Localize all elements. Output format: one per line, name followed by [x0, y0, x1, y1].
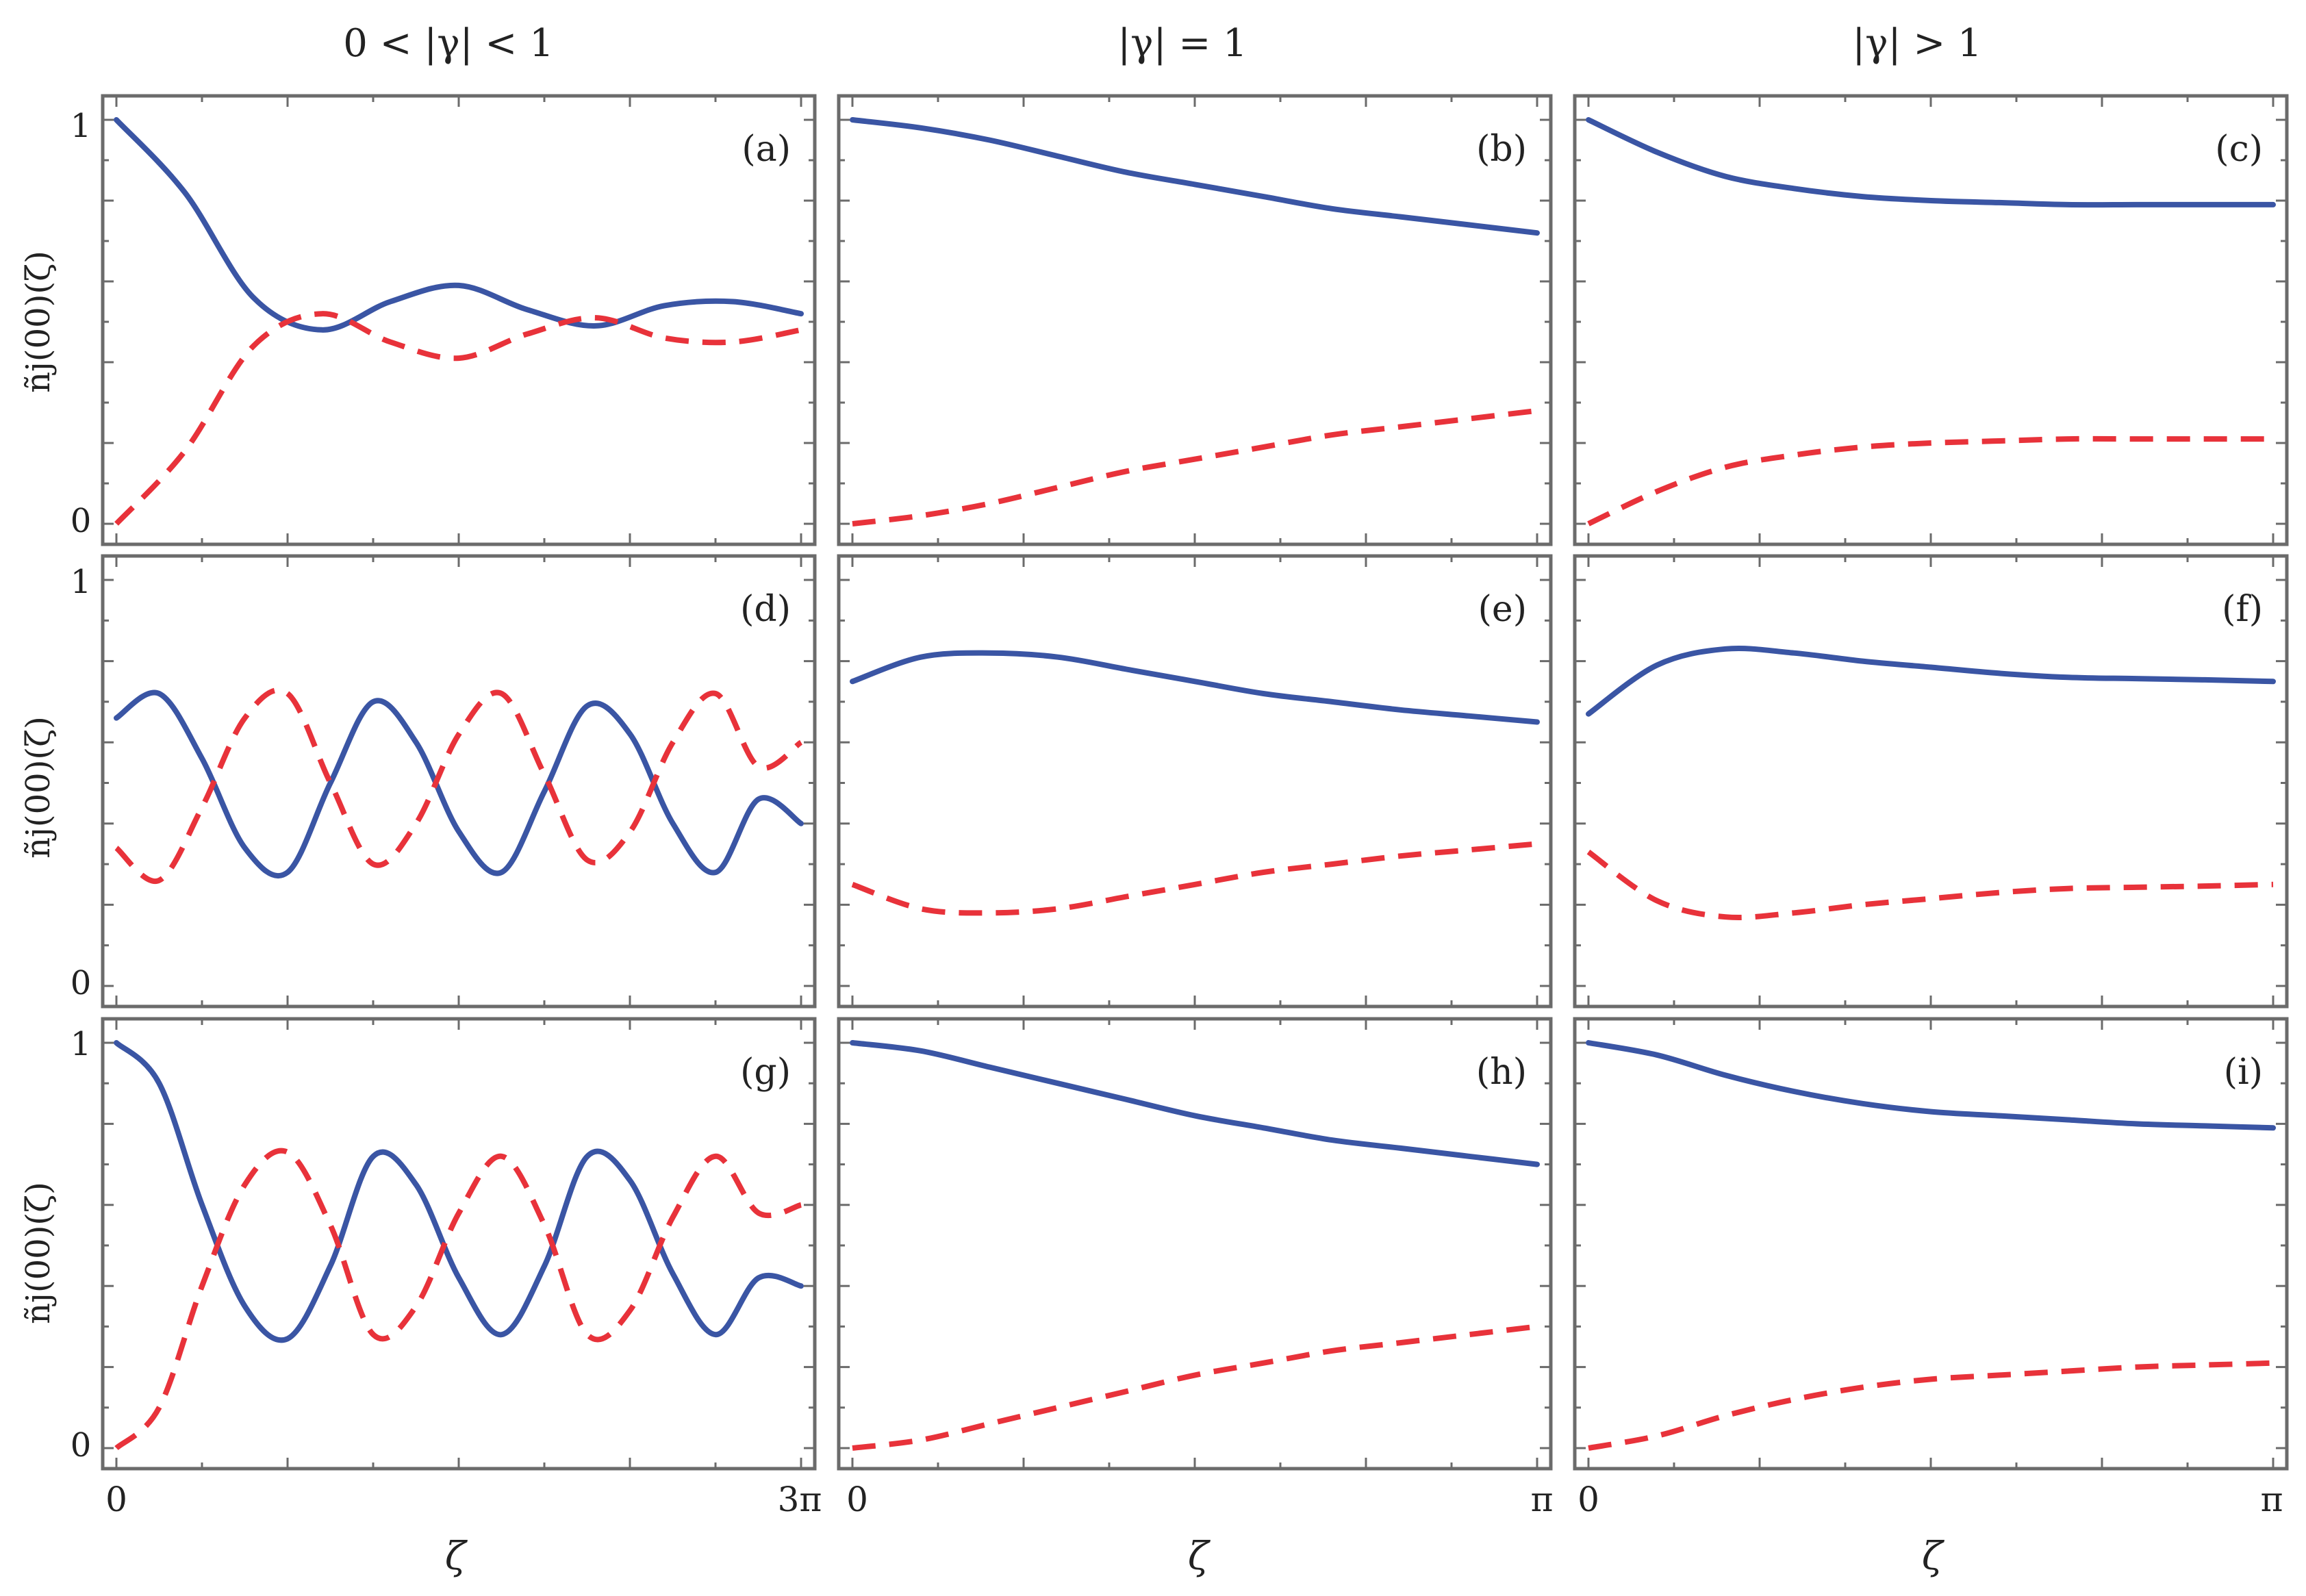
panel-f: (f): [1573, 554, 2289, 1009]
panel-g: (g): [101, 1017, 817, 1471]
series-line-dashed: [114, 311, 802, 526]
series-line-dashed: [1587, 435, 2273, 527]
y-tick-label-3-bottom: 0: [71, 1426, 92, 1465]
column-title-3: |γ| > 1: [1852, 21, 1981, 66]
column-title-2: |γ| = 1: [1117, 21, 1247, 66]
column-title-1: 0 < |γ| < 1: [343, 21, 554, 66]
series-line-solid: [1586, 1040, 2276, 1131]
x-tick-label-col1-end: 3π: [778, 1480, 822, 1519]
panel-frame: [101, 1017, 817, 1471]
panels: (a) (b) (c) (d) (e) (f) (g) (h) (i): [101, 94, 2289, 1471]
panel-frame: [101, 94, 817, 546]
x-axis-label-col2: ζ: [1188, 1534, 1211, 1579]
panel-e: (e): [837, 554, 1553, 1009]
panel-frame: [1573, 554, 2289, 1009]
panel-label: (h): [1476, 1052, 1527, 1093]
y-axis-label-row-2: ñj(00)(ζ): [19, 716, 58, 859]
series-line-dashed: [1588, 1360, 2274, 1451]
y-tick-label-1-top: 1: [71, 107, 92, 145]
x-tick-label-col1-start: 0: [105, 1480, 127, 1519]
y-axis-label-row-1: ñj(00)(ζ): [19, 251, 58, 393]
panel-label: (e): [1478, 589, 1527, 630]
x-tick-label-col3-start: 0: [1578, 1480, 1599, 1519]
series-line-solid: [850, 1040, 1540, 1167]
series-line-solid: [1586, 117, 2276, 208]
panel-label: (b): [1476, 129, 1527, 170]
panel-label: (c): [2215, 129, 2263, 170]
panel-frame: [101, 554, 817, 1009]
y-tick-label-1-bottom: 0: [71, 502, 92, 540]
x-tick-label-col3-end: π: [2261, 1480, 2283, 1519]
panel-d: (d): [101, 554, 817, 1009]
series-line-dashed: [852, 1323, 1538, 1451]
x-axis-label-col3: ζ: [1922, 1534, 1945, 1579]
x-tick-label-col2-start: 0: [846, 1480, 868, 1519]
x-tick-label-col2-end: π: [1531, 1480, 1554, 1519]
y-tick-label-3-top: 1: [71, 1025, 92, 1063]
y-tick-label-2-top: 1: [71, 563, 92, 601]
series-line-dashed: [114, 1148, 802, 1451]
series-line-solid: [114, 117, 804, 333]
panel-a: (a): [101, 94, 817, 546]
panel-label: (a): [742, 129, 791, 170]
panel-frame: [837, 554, 1553, 1009]
y-tick-label-2-bottom: 0: [71, 964, 92, 1002]
panel-frame: [837, 1017, 1553, 1471]
panel-b: (b): [837, 94, 1553, 546]
series-line-solid: [114, 689, 804, 879]
panel-frame: [1573, 1017, 2289, 1471]
panel-c: (c): [1573, 94, 2289, 546]
panel-h: (h): [837, 1017, 1553, 1471]
panel-label: (g): [740, 1052, 791, 1093]
series-line-dashed: [852, 407, 1538, 527]
x-axis-label-col1: ζ: [445, 1534, 468, 1579]
panel-i: (i): [1573, 1017, 2289, 1471]
panel-label: (f): [2222, 589, 2263, 630]
panel-frame: [837, 94, 1553, 546]
series-line-solid: [114, 1040, 804, 1343]
panel-label: (d): [740, 589, 791, 630]
panel-label: (i): [2224, 1052, 2263, 1093]
series-line-dashed: [1586, 850, 2274, 921]
series-line-solid: [850, 650, 1540, 725]
y-axis-label-row-3: ñj(00)(ζ): [19, 1182, 58, 1324]
series-line-solid: [1586, 645, 2276, 717]
series-line-dashed: [114, 687, 803, 885]
series-line-solid: [850, 117, 1540, 236]
series-line-dashed: [851, 841, 1538, 916]
